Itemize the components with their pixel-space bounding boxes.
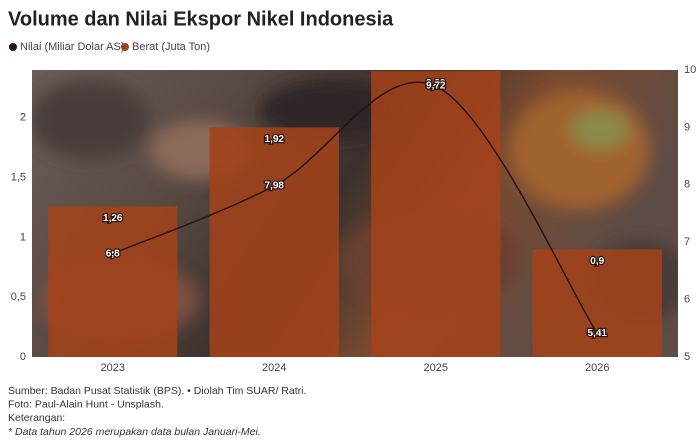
footnote: * Data tahun 2026 merupakan data bulan J… — [8, 426, 261, 438]
legend-label: Berat (Juta Ton) — [132, 41, 210, 53]
line-point — [593, 329, 601, 337]
y2-tick-label: 8 — [684, 179, 690, 191]
footnote: Foto: Paul-Alain Hunt - Unsplash. — [8, 398, 164, 410]
line-point — [270, 182, 278, 190]
chart-title: Volume dan Nilai Ekspor Nikel Indonesia — [8, 8, 394, 30]
line-point — [109, 250, 117, 258]
y2-tick-label: 10 — [684, 64, 696, 76]
line-point — [432, 82, 440, 90]
y2-tick-label: 6 — [684, 294, 690, 306]
bar-value-label: 0,9 — [590, 256, 604, 267]
y-tick-label: 1 — [20, 231, 26, 243]
y2-tick-label: 5 — [684, 351, 690, 363]
bar — [209, 127, 339, 358]
legend-label: Nilai (Miliar Dolar AS) — [20, 41, 125, 53]
legend-marker — [121, 43, 129, 51]
y-tick-label: 0 — [20, 351, 26, 363]
bar — [532, 249, 662, 357]
footnote: Sumber: Badan Pusat Statistik (BPS). • D… — [8, 385, 306, 397]
x-tick-label: 2026 — [585, 362, 609, 374]
legend-marker — [9, 43, 17, 51]
y2-tick-label: 9 — [684, 121, 690, 133]
bar — [48, 206, 178, 357]
x-tick-label: 2025 — [424, 362, 448, 374]
bar-value-label: 1,26 — [103, 213, 123, 224]
line-value-label: 6,8 — [106, 248, 120, 259]
bar — [371, 71, 501, 357]
line-value-label: 9,72 — [426, 81, 446, 92]
y-tick-label: 0,5 — [11, 291, 26, 303]
y2-tick-label: 7 — [684, 236, 690, 248]
line-value-label: 5,41 — [588, 328, 608, 339]
x-tick-label: 2024 — [262, 362, 286, 374]
line-value-label: 7,98 — [265, 181, 285, 192]
footnotes: Sumber: Badan Pusat Statistik (BPS). • D… — [8, 385, 306, 438]
y-tick-label: 2 — [20, 112, 26, 124]
line — [112, 81, 598, 334]
footnote: Keterangan: — [8, 412, 65, 424]
bar-value-label: 1,92 — [265, 134, 285, 145]
legend: Nilai (Miliar Dolar AS) Berat (Juta Ton) — [9, 41, 210, 53]
y-tick-label: 1,5 — [11, 172, 26, 184]
x-tick-label: 2023 — [101, 362, 125, 374]
